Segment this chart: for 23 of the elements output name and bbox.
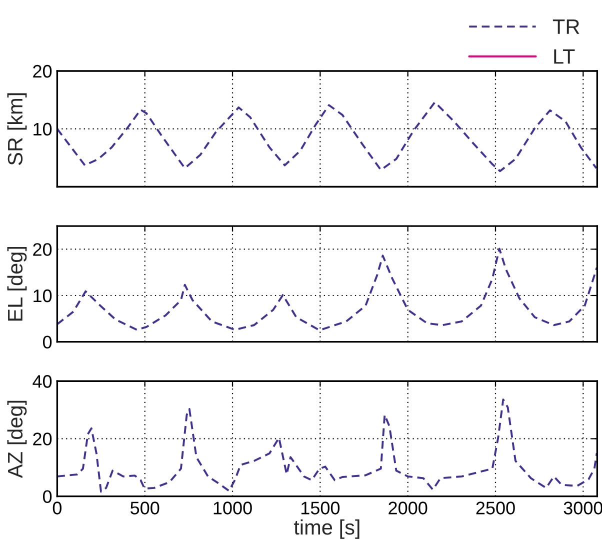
x-axis-title: time [s] [294, 519, 360, 539]
y-tick-label: 20 [33, 64, 52, 78]
x-tick-label: 1000 [214, 502, 252, 514]
y-tick-label: 20 [33, 243, 52, 256]
x-tick-label: 2500 [476, 502, 515, 514]
y-axis-title: SR [km] [7, 93, 27, 165]
line-series [57, 398, 598, 493]
x-tick-label: 500 [130, 502, 160, 514]
y-tick-label: 10 [34, 289, 52, 302]
y-tick-label: 0 [42, 490, 52, 504]
legend-label: TR [552, 20, 580, 34]
x-tick-label: 1500 [301, 502, 340, 514]
y-tick-label: 20 [33, 432, 52, 446]
legend-label: LT [554, 49, 575, 64]
x-tick-label: 0 [52, 502, 62, 514]
y-axis-title: EL [deg] [7, 246, 27, 321]
x-tick-label: 2000 [388, 502, 428, 514]
y-tick-label: 0 [42, 336, 52, 349]
y-axis-title: AZ [deg] [7, 400, 27, 478]
y-tick-label: 40 [32, 375, 52, 388]
line-series [57, 101, 598, 172]
y-tick-label: 10 [34, 122, 52, 136]
line-series [57, 248, 598, 332]
